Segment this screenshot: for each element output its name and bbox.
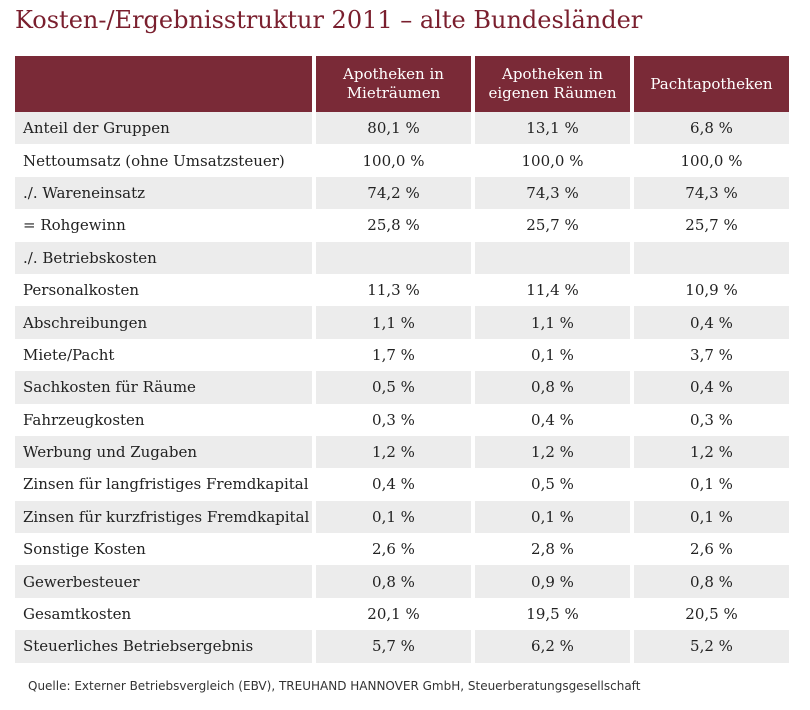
value-cell: 0,4 % — [634, 306, 789, 339]
value-cell: 1,2 % — [475, 435, 630, 469]
row-label: Abschreibungen — [15, 306, 312, 339]
row-label: Anteil der Gruppen — [15, 112, 312, 145]
value-cell: 100,0 % — [475, 144, 630, 177]
row-label: Steuerliches Betriebsergebnis — [15, 630, 312, 663]
value-cell: 1,1 % — [475, 306, 630, 339]
page-title: Kosten-/Ergebnisstruktur 2011 – alte Bun… — [15, 6, 643, 34]
value-cell: 11,3 % — [316, 273, 471, 307]
row-label: Nettoumsatz (ohne Umsatzsteuer) — [15, 144, 312, 177]
table-row: Anteil der Gruppen 80,1 % 13,1 % 6,8 % — [15, 112, 789, 145]
value-cell: 0,8 % — [634, 565, 789, 598]
value-cell: 25,7 % — [475, 209, 630, 242]
value-cell: 0,3 % — [316, 403, 471, 436]
table-row: Zinsen für langfristiges Fremdkapital 0,4… — [15, 468, 789, 501]
value-cell: 6,8 % — [634, 112, 789, 145]
value-cell: 2,6 % — [634, 533, 789, 566]
row-label: Personalkosten — [15, 273, 312, 307]
table-row: Abschreibungen 1,1 % 1,1 % 0,4 % — [15, 306, 789, 339]
table-row: Steuerliches Betriebsergebnis 5,7 % 6,2 % 5… — [15, 630, 789, 663]
row-label: Gewerbesteuer — [15, 565, 312, 598]
value-cell — [475, 241, 630, 274]
value-cell: 0,9 % — [475, 565, 630, 598]
value-cell: 1,1 % — [316, 306, 471, 339]
value-cell: 0,8 % — [475, 371, 630, 404]
row-label: Sachkosten für Räume — [15, 371, 312, 404]
table-header-row: Apotheken in Mieträumen Apotheken in eig… — [15, 56, 789, 112]
value-cell: 0,3 % — [634, 403, 789, 436]
table-row: Zinsen für kurzfristiges Fremdkapital 0,1… — [15, 500, 789, 534]
value-cell: 100,0 % — [634, 144, 789, 177]
value-cell: 0,5 % — [316, 371, 471, 404]
value-cell: 20,1 % — [316, 597, 471, 631]
value-cell — [634, 241, 789, 274]
value-cell: 0,4 % — [316, 468, 471, 501]
value-cell: 2,8 % — [475, 533, 630, 566]
row-label: ./. Betriebskosten — [15, 241, 312, 274]
table-row: ./. Betriebskosten — [15, 241, 789, 274]
value-cell: 19,5 % — [475, 597, 630, 631]
value-cell: 0,5 % — [475, 468, 630, 501]
value-cell — [316, 241, 471, 274]
value-cell: 1,2 % — [634, 435, 789, 469]
table-row: ./. Wareneinsatz 74,2 % 74,3 % 74,3 % — [15, 176, 789, 210]
value-cell: 13,1 % — [475, 112, 630, 145]
value-cell: 20,5 % — [634, 597, 789, 631]
value-cell: 25,7 % — [634, 209, 789, 242]
value-cell: 74,3 % — [634, 176, 789, 210]
value-cell: 5,2 % — [634, 630, 789, 663]
value-cell: 3,7 % — [634, 338, 789, 372]
row-label: ./. Wareneinsatz — [15, 176, 312, 210]
header-cell-mietraeume: Apotheken in Mieträumen — [316, 56, 471, 112]
row-label: Miete/Pacht — [15, 338, 312, 372]
value-cell: 0,1 % — [634, 500, 789, 534]
table-row: Werbung und Zugaben 1,2 % 1,2 % 1,2 % — [15, 435, 789, 469]
value-cell: 0,1 % — [634, 468, 789, 501]
value-cell: 0,1 % — [475, 338, 630, 372]
table-row: = Rohgewinn 25,8 % 25,7 % 25,7 % — [15, 209, 789, 242]
row-label: = Rohgewinn — [15, 209, 312, 242]
table-row: Gewerbesteuer 0,8 % 0,9 % 0,8 % — [15, 565, 789, 598]
table-row: Fahrzeugkosten 0,3 % 0,4 % 0,3 % — [15, 403, 789, 436]
table-body: Anteil der Gruppen 80,1 % 13,1 % 6,8 % Netto… — [15, 112, 789, 663]
value-cell: 0,4 % — [634, 371, 789, 404]
value-cell: 100,0 % — [316, 144, 471, 177]
value-cell: 1,7 % — [316, 338, 471, 372]
header-cell-label — [15, 56, 312, 112]
row-label: Gesamtkosten — [15, 597, 312, 631]
value-cell: 1,2 % — [316, 435, 471, 469]
header-cell-pachtapotheken: Pachtapotheken — [634, 56, 789, 112]
value-cell: 5,7 % — [316, 630, 471, 663]
table-row: Sachkosten für Räume 0,5 % 0,8 % 0,4 % — [15, 371, 789, 404]
row-label: Zinsen für kurzfristiges Fremdkapital — [15, 500, 312, 534]
value-cell: 0,1 % — [316, 500, 471, 534]
value-cell: 74,2 % — [316, 176, 471, 210]
table-row: Personalkosten 11,3 % 11,4 % 10,9 % — [15, 273, 789, 307]
value-cell: 0,4 % — [475, 403, 630, 436]
value-cell: 10,9 % — [634, 273, 789, 307]
value-cell: 0,1 % — [475, 500, 630, 534]
value-cell: 74,3 % — [475, 176, 630, 210]
value-cell: 80,1 % — [316, 112, 471, 145]
row-label: Fahrzeugkosten — [15, 403, 312, 436]
source-note: Quelle: Externer Betriebsvergleich (EBV)… — [28, 679, 641, 693]
row-label: Zinsen für langfristiges Fremdkapital — [15, 468, 312, 501]
value-cell: 2,6 % — [316, 533, 471, 566]
value-cell: 11,4 % — [475, 273, 630, 307]
value-cell: 6,2 % — [475, 630, 630, 663]
value-cell: 0,8 % — [316, 565, 471, 598]
row-label: Sonstige Kosten — [15, 533, 312, 566]
cost-structure-table: Apotheken in Mieträumen Apotheken in eig… — [11, 56, 793, 663]
value-cell: 25,8 % — [316, 209, 471, 242]
table-row: Sonstige Kosten 2,6 % 2,8 % 2,6 % — [15, 533, 789, 566]
row-label: Werbung und Zugaben — [15, 435, 312, 469]
table-row: Nettoumsatz (ohne Umsatzsteuer) 100,0 % 10… — [15, 144, 789, 177]
table-row: Miete/Pacht 1,7 % 0,1 % 3,7 % — [15, 338, 789, 372]
table-row: Gesamtkosten 20,1 % 19,5 % 20,5 % — [15, 597, 789, 631]
header-cell-eigene-raeume: Apotheken in eigenen Räumen — [475, 56, 630, 112]
